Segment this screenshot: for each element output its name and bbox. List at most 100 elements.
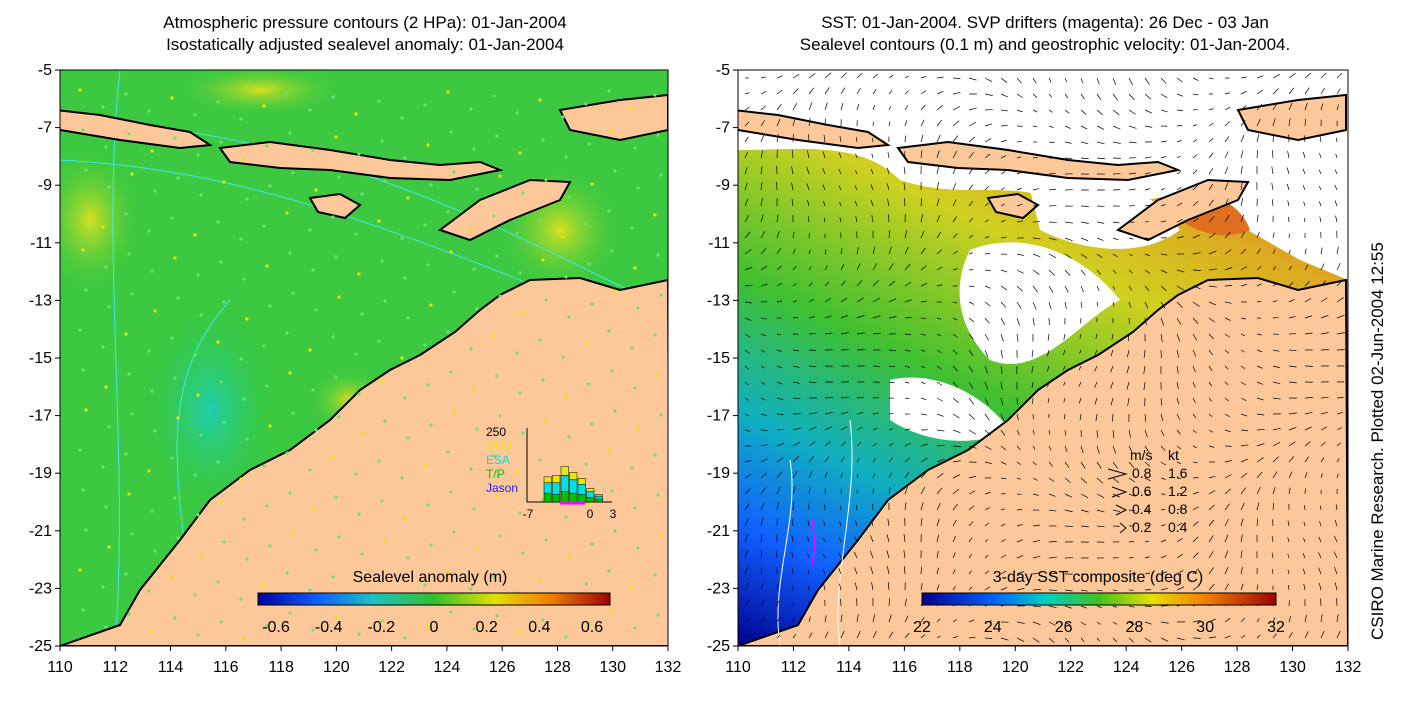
- velocity-arrow: [870, 566, 874, 575]
- velocity-arrow: [1208, 504, 1215, 511]
- track-point: [544, 418, 548, 422]
- velocity-arrow: [1335, 153, 1338, 159]
- velocity-arrow: [1160, 429, 1165, 437]
- track-point: [584, 222, 588, 226]
- velocity-arrow: [1240, 583, 1244, 591]
- velocity-arrow: [1032, 605, 1041, 608]
- velocity-arrow: [1160, 587, 1168, 591]
- track-point: [78, 88, 82, 92]
- velocity-arrow: [1272, 74, 1280, 79]
- track-point: [607, 329, 611, 333]
- velocity-arrow: [1256, 103, 1263, 111]
- velocity-arrow: [856, 614, 859, 623]
- velocity-arrow: [854, 582, 858, 591]
- velocity-arrow: [822, 184, 826, 191]
- velocity-arrow: [1272, 569, 1274, 575]
- velocity-arrow: [1048, 141, 1055, 144]
- velocity-arrow: [760, 248, 767, 255]
- velocity-arrow: [1094, 365, 1098, 372]
- velocity-arrow: [1016, 140, 1022, 143]
- velocity-arrow: [1032, 555, 1041, 559]
- velocity-arrow: [1000, 301, 1007, 308]
- velocity-arrow: [904, 281, 912, 287]
- velocity-arrow: [1047, 381, 1050, 388]
- velocity-arrow: [952, 250, 958, 255]
- velocity-arrow: [920, 583, 923, 591]
- velocity-arrow: [968, 301, 975, 305]
- velocity-arrow: [936, 584, 940, 591]
- velocity-arrow: [760, 333, 766, 337]
- velocity-arrow: [1063, 381, 1066, 386]
- velocity-arrow: [1256, 486, 1261, 495]
- velocity-arrow: [872, 503, 874, 511]
- velocity-arrow: [823, 569, 826, 575]
- velocity-arrow: [1128, 77, 1133, 86]
- track-point: [492, 574, 496, 578]
- velocity-arrow: [1032, 125, 1038, 128]
- track-point: [150, 629, 154, 633]
- velocity-arrow: [920, 333, 926, 336]
- velocity-arrow: [1110, 397, 1114, 406]
- velocity-arrow: [744, 151, 749, 159]
- right-title-line2: Sealevel contours (0.1 m) and geostrophi…: [799, 35, 1291, 54]
- track-point: [360, 552, 364, 556]
- velocity-arrow: [760, 634, 766, 639]
- track-point: [150, 269, 154, 273]
- velocity-arrow: [1336, 598, 1338, 607]
- velocity-arrow: [1080, 125, 1088, 130]
- velocity-arrow: [824, 440, 831, 447]
- track-point: [291, 531, 295, 535]
- velocity-arrow: [1096, 109, 1103, 116]
- colorbar-tick-label: 28: [1126, 619, 1144, 636]
- velocity-arrow: [1302, 553, 1306, 559]
- track-point: [449, 250, 453, 254]
- track-point: [81, 488, 85, 492]
- colorbar-tick-label: 0.6: [581, 619, 603, 636]
- velocity-arrow: [1334, 184, 1338, 191]
- velocity-arrow: [1192, 536, 1199, 543]
- track-point: [104, 145, 108, 149]
- velocity-arrow: [1144, 605, 1152, 607]
- velocity-arrow: [1319, 505, 1322, 511]
- velocity-arrow: [1240, 413, 1248, 417]
- velocity-arrow: [744, 365, 750, 370]
- velocity-arrow: [904, 349, 911, 352]
- track-point: [199, 313, 203, 317]
- track-point: [360, 192, 364, 196]
- velocity-arrow: [1096, 269, 1102, 275]
- velocity-arrow: [1144, 317, 1147, 326]
- velocity-arrow: [904, 120, 908, 127]
- velocity-arrow: [952, 636, 959, 639]
- velocity-arrow: [920, 90, 927, 95]
- inset-legend-esa: ESA: [486, 453, 510, 467]
- velocity-arrow: [1176, 269, 1185, 273]
- track-point: [354, 472, 358, 476]
- velocity-arrow: [1112, 621, 1118, 625]
- velocity-arrow: [1000, 349, 1003, 358]
- sst-colorbar: [921, 592, 1277, 606]
- velocity-arrow: [1064, 125, 1071, 129]
- velocity-arrow: [1064, 637, 1070, 643]
- velocity-arrow: [1224, 550, 1229, 559]
- velocity-arrow: [1094, 397, 1098, 405]
- velocity-arrow: [1208, 349, 1213, 356]
- velocity-arrow: [1288, 87, 1295, 95]
- velocity-arrow: [1256, 283, 1262, 287]
- track-point: [308, 108, 312, 112]
- velocity-arrow: [888, 298, 897, 303]
- velocity-arrow: [920, 119, 925, 127]
- velocity-arrow: [952, 519, 957, 527]
- velocity-arrow: [920, 230, 925, 239]
- right-title-line1: SST: 01-Jan-2004. SVP drifters (magenta)…: [821, 13, 1269, 32]
- velocity-arrow: [1176, 522, 1183, 527]
- velocity-arrow: [1128, 541, 1135, 543]
- velocity-arrow: [968, 586, 973, 591]
- velocity-arrow: [1256, 248, 1261, 255]
- track-point: [216, 220, 220, 224]
- track-point: [429, 423, 433, 427]
- track-point: [610, 489, 614, 493]
- velocity-arrow: [1000, 139, 1007, 143]
- velocity-arrow: [1272, 317, 1279, 319]
- velocity-arrow: [1304, 441, 1311, 447]
- velocity-arrow: [1032, 237, 1041, 240]
